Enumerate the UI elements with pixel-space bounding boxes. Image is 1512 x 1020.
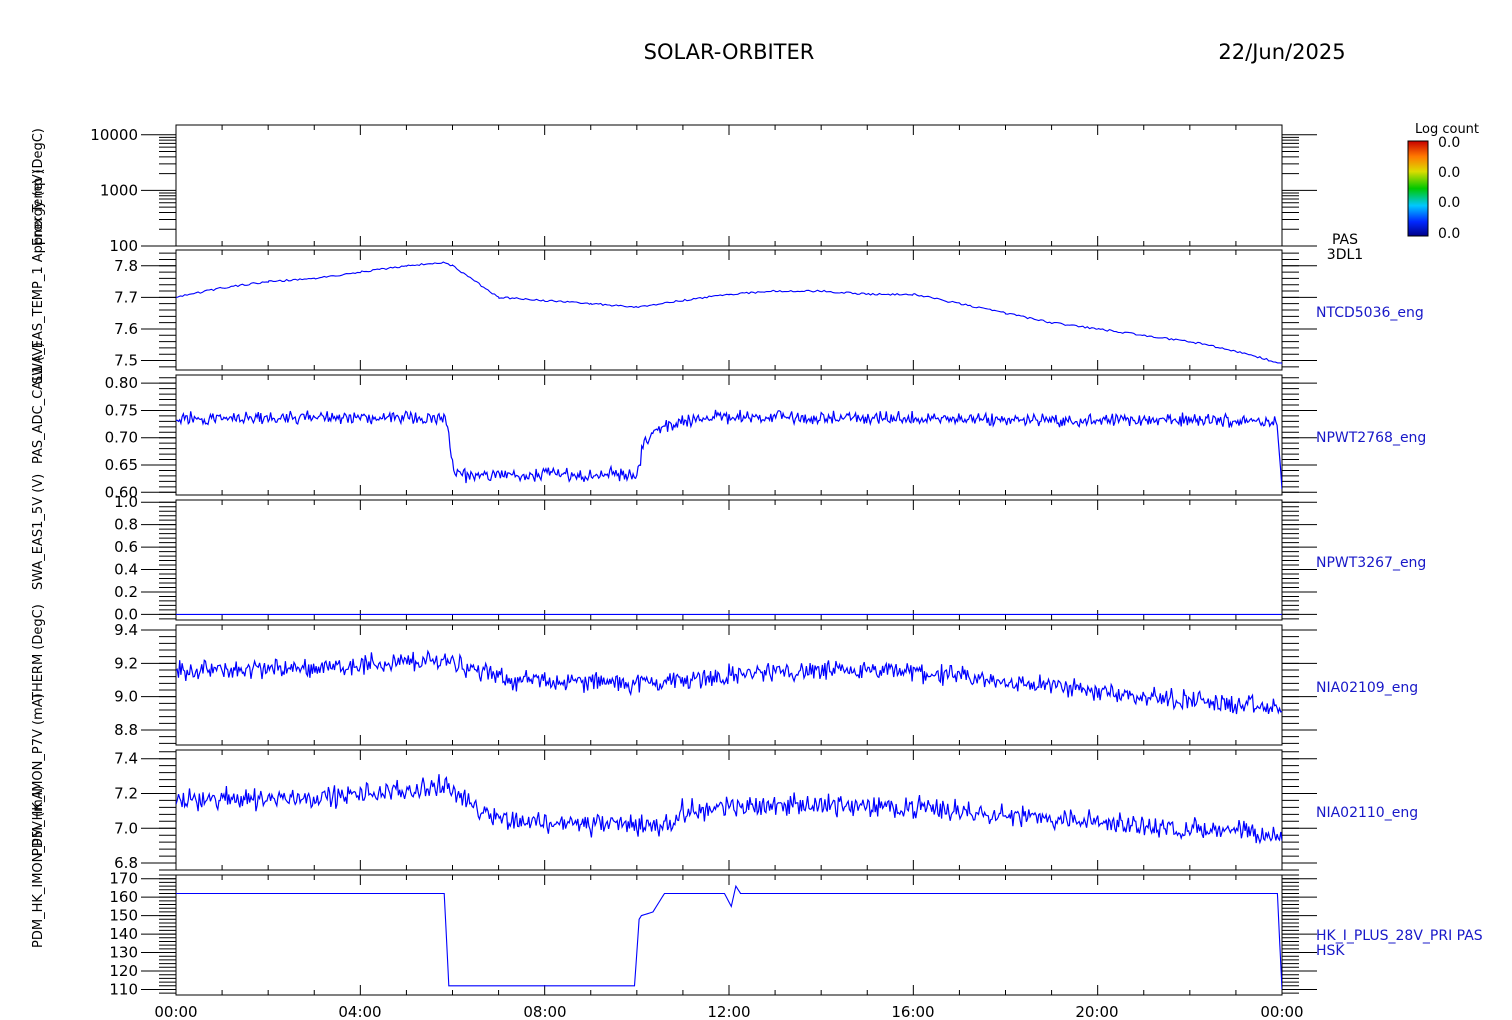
x-tick-label: 04:00 [338, 1003, 381, 1020]
y-tick-label: 160 [109, 888, 138, 906]
y-tick-label: 0.60 [105, 483, 138, 501]
panel-label-line: PAS [1332, 232, 1358, 248]
plot-date: 22/Jun/2025 [1218, 40, 1345, 64]
panel-label-line: 3DL1 [1327, 247, 1363, 263]
y-tick-label: 6.8 [114, 854, 138, 872]
plot-title: SOLAR-ORBITER [644, 40, 815, 64]
y-tick-label: 150 [109, 907, 138, 925]
colorbar: Log count 0.0 0.0 0.0 0.0 [1407, 122, 1479, 242]
y-axis-title-stack: Energy (eV) SWA_EAS_TEMP_1 Approx Temp (… [31, 128, 46, 948]
colorbar-tick: 0.0 [1438, 226, 1460, 242]
y-tick-label: 0.2 [114, 583, 138, 601]
y-axis-title: PAS_ADC_CAL1 (V) [31, 342, 46, 464]
panel-frame [175, 749, 1283, 871]
panel-frame [175, 374, 1283, 496]
series-line [176, 884, 1282, 990]
y-tick-label: 110 [109, 980, 138, 998]
y-tick-label: 1000 [100, 181, 138, 199]
y-tick-label: 8.8 [114, 721, 138, 739]
y-tick-label: 0.4 [114, 561, 138, 579]
y-axis-title: PDM_HK_IMON_P5V (mA) [31, 785, 46, 948]
panel-label-line: HSK [1316, 943, 1345, 959]
x-tick-label: 16:00 [891, 1003, 934, 1020]
y-tick-label: 0.75 [105, 401, 138, 419]
panel-label: NIA02109_eng [1316, 680, 1418, 696]
series-line [176, 409, 1282, 490]
y-axis-title: THERM (DegC) [31, 604, 46, 701]
y-tick-label: 7.5 [114, 352, 138, 370]
y-tick-label: 9.4 [114, 621, 138, 639]
y-tick-label: 9.2 [114, 654, 138, 672]
x-tick-label: 00:00 [1260, 1003, 1303, 1020]
series-line [176, 649, 1282, 715]
panel-frame [175, 499, 1283, 621]
panel-label: NTCD5036_eng [1316, 305, 1424, 321]
colorbar-title: Log count [1415, 122, 1479, 137]
x-tick-label: 12:00 [707, 1003, 750, 1020]
y-tick-label: 0.6 [114, 538, 138, 556]
x-tick-label: 08:00 [523, 1003, 566, 1020]
panel-6: 6.8 7.0 7.2 7.4 NIA02110_eng [114, 749, 1418, 872]
y-tick-label: 7.8 [114, 257, 138, 275]
y-tick-label: 7.2 [114, 784, 138, 802]
y-tick-label: 0.0 [114, 605, 138, 623]
y-axis-title: Energy (eV) [31, 169, 46, 246]
y-tick-label: 130 [109, 944, 138, 962]
y-tick-label: 120 [109, 962, 138, 980]
panel-label: NPWT3267_eng [1316, 555, 1426, 571]
y-axis-title: SWA_EAS1_5V (V) [31, 474, 46, 590]
y-axis-title: SWA_EAS_TEMP_1 Approx Temp (DegC) [31, 128, 46, 384]
y-tick-label: 0.70 [105, 429, 138, 447]
series-line [176, 261, 1282, 365]
colorbar-tick: 0.0 [1438, 135, 1460, 151]
colorbar-gradient [1407, 140, 1429, 237]
y-tick-label: 170 [109, 870, 138, 888]
y-tick-label: 7.7 [114, 288, 138, 306]
y-tick-label: 7.0 [114, 819, 138, 837]
y-tick-label: 0.80 [105, 374, 138, 392]
colorbar-tick: 0.0 [1438, 165, 1460, 181]
x-tick-label: 20:00 [1075, 1003, 1118, 1020]
panel-frame [175, 249, 1283, 371]
panel-5: 8.8 9.0 9.2 9.4 NIA02109_eng [114, 621, 1418, 746]
panel-frame [175, 624, 1283, 746]
y-tick-label: 7.6 [114, 320, 138, 338]
y-tick-label: 9.0 [114, 688, 138, 706]
y-tick-label: 7.4 [114, 750, 138, 768]
x-tick-label: 00:00 [154, 1003, 197, 1020]
panel-label: NIA02110_eng [1316, 805, 1418, 821]
panel-3: 0.60 0.65 0.70 0.75 0.80 NPWT2768_eng [105, 374, 1427, 501]
time-axis: 00:00 04:00 08:00 12:00 16:00 20:00 00:0… [154, 1003, 1303, 1020]
panel-label: NPWT2768_eng [1316, 430, 1426, 446]
y-axis-title: PDM_HK_IMON_P7V (mA) [31, 693, 46, 856]
y-tick-label: 0.8 [114, 516, 138, 534]
panel-label-line: HK_I_PLUS_28V_PRI PAS [1316, 928, 1483, 944]
y-tick-label: 100 [109, 237, 138, 255]
y-tick-label: 1.0 [114, 493, 138, 511]
panel-frame [175, 124, 1283, 247]
colorbar-tick: 0.0 [1438, 195, 1460, 211]
series-line [176, 774, 1282, 845]
y-tick-label: 140 [109, 925, 138, 943]
panel-2: 7.5 7.6 7.7 7.8 NTCD5036_eng [114, 249, 1424, 371]
panel-4: 0.0 0.2 0.4 0.6 0.8 1.0 NPWT3267_eng [114, 493, 1426, 623]
y-tick-label: 0.65 [105, 456, 138, 474]
y-tick-label: 10000 [90, 126, 138, 144]
